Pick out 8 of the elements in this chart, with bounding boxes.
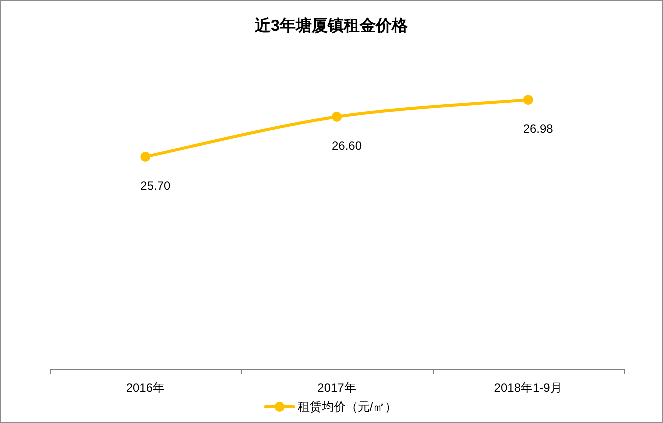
data-label: 26.60 [332, 138, 362, 153]
chart-title: 近3年塘厦镇租金价格 [254, 17, 409, 35]
x-tick-label: 2018年1-9月 [494, 381, 562, 395]
legend-label: 租赁均价（元/㎡） [298, 400, 398, 414]
x-tick-label: 2017年 [318, 381, 356, 395]
x-tick-label: 2016年 [126, 381, 166, 395]
data-label: 26.98 [523, 122, 554, 136]
data-label: 25.70 [140, 179, 172, 194]
